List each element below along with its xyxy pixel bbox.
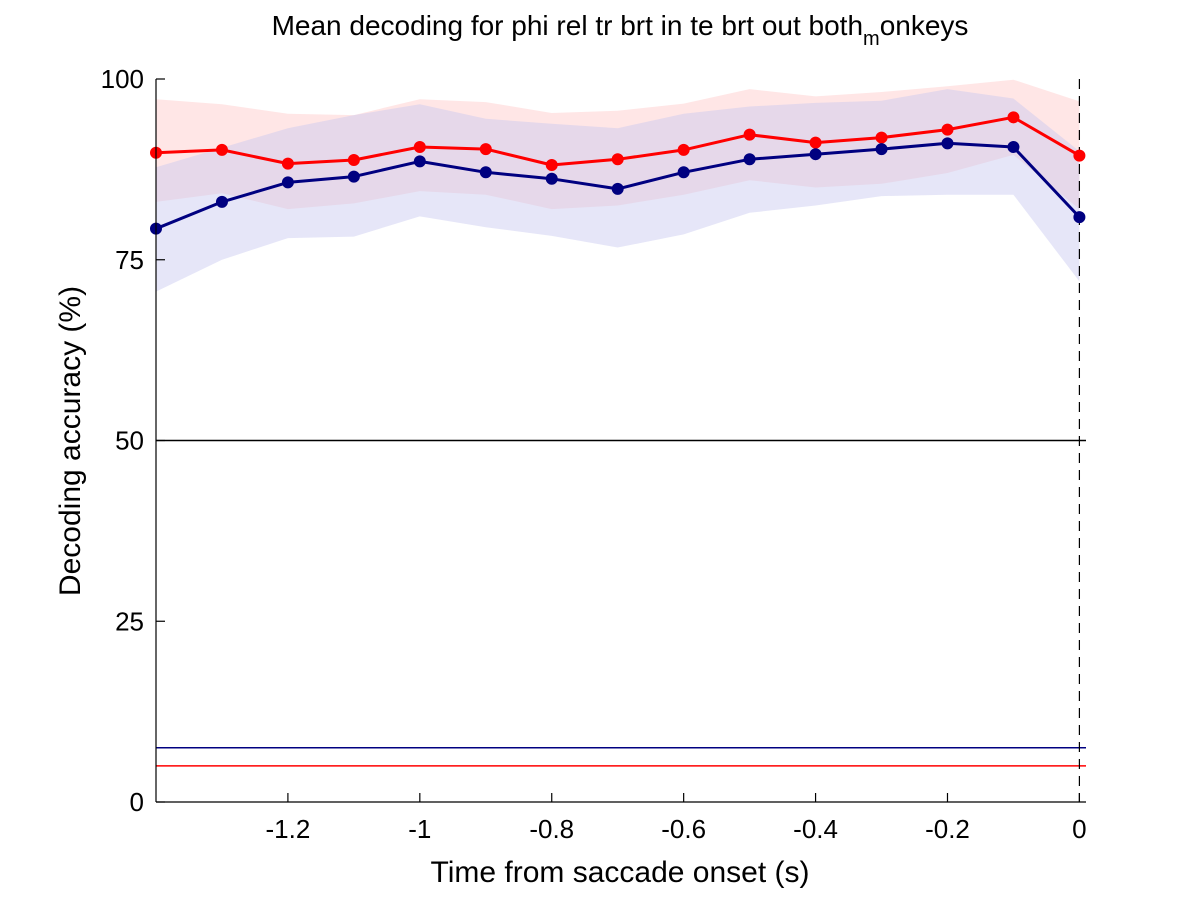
x-axis-label: Time from saccade onset (s)	[431, 856, 810, 889]
data-point	[545, 172, 558, 185]
data-point	[941, 123, 954, 136]
data-series	[150, 111, 1086, 235]
chart-title-subscript: m	[863, 28, 880, 50]
data-point	[875, 143, 888, 156]
data-point	[677, 143, 690, 156]
x-tick-label: -1	[408, 814, 431, 844]
data-point	[677, 166, 690, 179]
data-point	[809, 136, 822, 149]
y-tick-label: 0	[130, 787, 144, 817]
y-tick-label: 75	[115, 245, 144, 275]
data-point	[215, 195, 228, 208]
data-point	[479, 166, 492, 179]
x-tick-label: -0.4	[793, 814, 838, 844]
data-point	[413, 155, 426, 168]
chart-title-suffix: onkeys	[880, 10, 969, 41]
y-tick-label: 50	[115, 426, 144, 456]
x-tick-label: -1.2	[266, 814, 311, 844]
y-axis-label: Decoding accuracy (%)	[54, 286, 87, 596]
data-point	[545, 159, 558, 172]
data-point	[875, 131, 888, 144]
data-point	[347, 153, 360, 166]
x-tick-label: 0	[1072, 814, 1086, 844]
data-point	[281, 157, 294, 170]
data-point	[347, 170, 360, 183]
x-tick-label: -0.8	[529, 814, 574, 844]
data-point	[1073, 149, 1086, 162]
x-tick-label: -0.6	[661, 814, 706, 844]
data-point	[1007, 140, 1020, 153]
data-point	[1007, 111, 1020, 124]
reference-lines	[156, 79, 1086, 802]
data-point	[611, 153, 624, 166]
data-point	[743, 128, 756, 141]
ticks: 0 25 50 75 100 -1.2 -1 -0.8 -0.6 -0.4 -0.2 0	[101, 64, 1087, 844]
data-point	[809, 148, 822, 161]
data-point	[941, 137, 954, 150]
x-tick-label: -0.2	[925, 814, 970, 844]
chart-title: Mean decoding for phi rel tr brt in te b…	[272, 10, 969, 50]
data-point	[413, 140, 426, 153]
y-tick-label: 100	[101, 64, 144, 94]
data-point	[1073, 211, 1086, 224]
data-point	[611, 182, 624, 195]
confidence-band-1	[156, 79, 1080, 210]
data-point	[743, 153, 756, 166]
data-point	[281, 176, 294, 189]
data-point	[479, 143, 492, 156]
y-tick-label: 25	[115, 606, 144, 636]
data-point	[215, 143, 228, 156]
